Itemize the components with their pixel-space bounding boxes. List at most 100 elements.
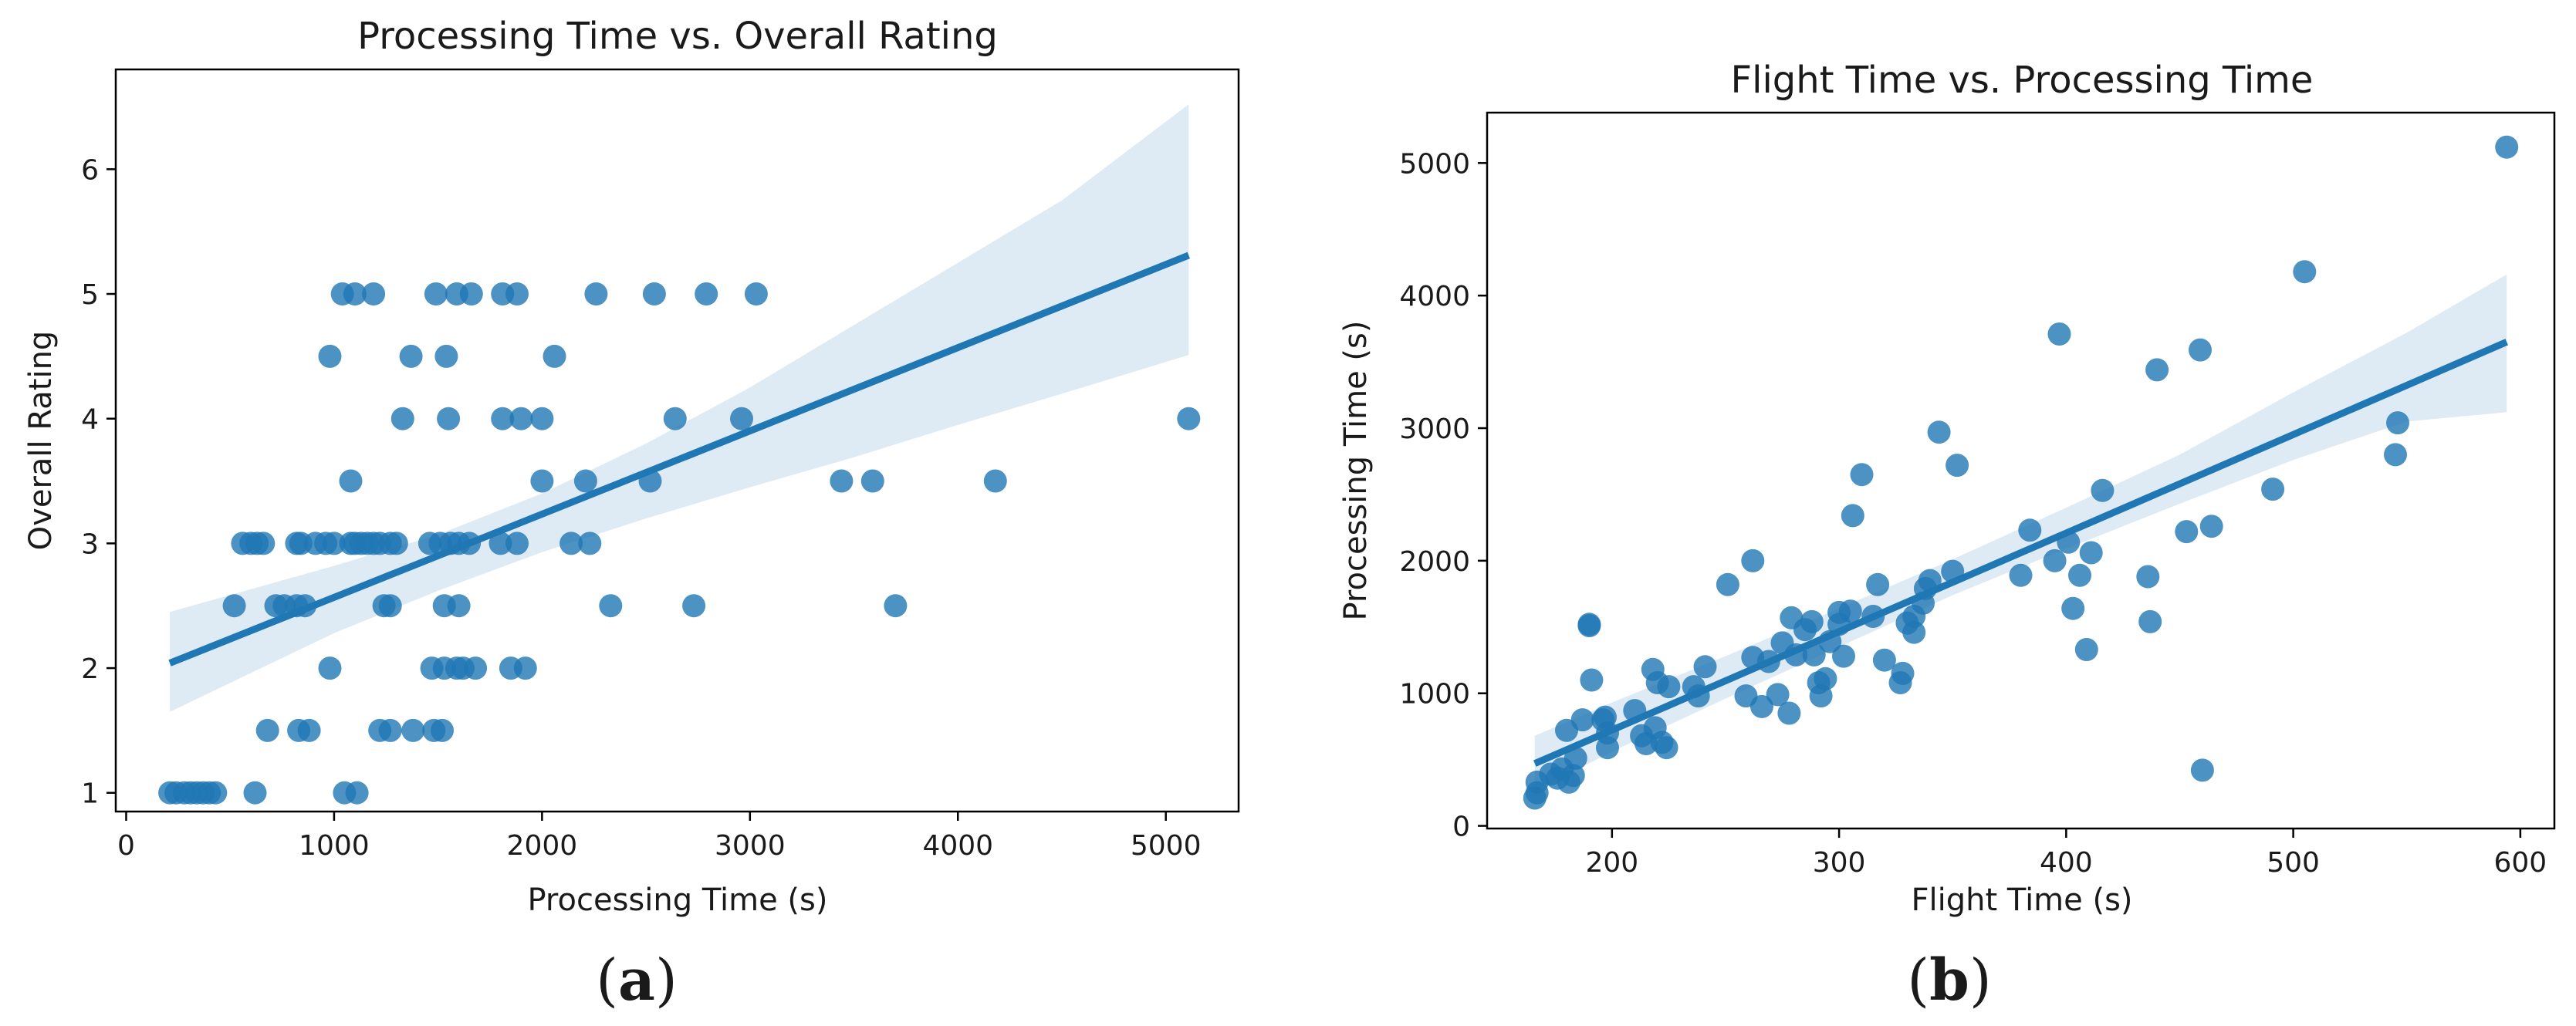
- chart-a-point: [543, 344, 566, 368]
- chart-a-x-tick-label: 1000: [299, 830, 370, 862]
- chart-a-panel-label: (a): [596, 947, 678, 1014]
- chart-b-point: [2043, 548, 2067, 572]
- chart-a-point: [578, 532, 602, 555]
- chart-b-point: [2138, 609, 2162, 633]
- chart-b-panel-label: (b): [1907, 947, 1992, 1014]
- chart-b-point: [1850, 463, 1874, 487]
- chart-a-point: [744, 282, 768, 305]
- chart-b-point: [1832, 644, 1855, 668]
- chart-b-panel-letter: b: [1929, 947, 1969, 1014]
- chart-b-point: [1561, 764, 1585, 788]
- chart-b-point: [1838, 599, 1862, 623]
- chart-a-point: [431, 718, 454, 742]
- chart-a-x-axis-label: Processing Time (s): [528, 883, 828, 918]
- chart-b-point: [1657, 675, 1681, 699]
- chart-a-point: [459, 282, 483, 305]
- chart-a-y-tick-label: 2: [81, 653, 99, 685]
- chart-b-point: [2384, 443, 2407, 467]
- chart-a-point: [318, 344, 342, 368]
- chart-b-point: [1872, 648, 1896, 672]
- chart-a-point: [505, 532, 529, 555]
- chart-a-panel-letter: a: [618, 947, 655, 1014]
- chart-b-point: [1866, 572, 1890, 596]
- chart-a-point: [464, 656, 488, 680]
- chart-a-point: [401, 718, 425, 742]
- chart-b-point: [2495, 135, 2519, 159]
- chart-b-point: [2061, 596, 2085, 620]
- chart-b-point: [1655, 736, 1678, 760]
- chart-b-y-tick-label: 0: [1452, 812, 1470, 843]
- chart-b-x-tick-label: 200: [1585, 847, 1638, 879]
- chart-a-point: [339, 469, 363, 493]
- chart-b-point: [1802, 643, 1826, 667]
- chart-a-point: [322, 532, 346, 555]
- chart-a-point: [447, 594, 471, 618]
- chart-b-x-tick-label: 400: [2040, 847, 2093, 879]
- chart-b-x-tick-label: 500: [2267, 847, 2320, 879]
- chart-b-plot-area: [1523, 135, 2519, 810]
- chart-b-x-tick-label: 600: [2494, 847, 2547, 879]
- chart-a-point: [491, 407, 515, 430]
- chart-a-x-tick-label: 0: [117, 830, 135, 862]
- chart-b-point: [2018, 518, 2042, 542]
- chart-a-point: [434, 344, 458, 368]
- chart-a-point: [530, 407, 554, 430]
- chart-a-point: [695, 282, 718, 305]
- chart-a-y-tick-label: 6: [81, 154, 99, 186]
- chart-b-y-axis-label: Processing Time (s): [1338, 321, 1374, 621]
- chart-a-point: [378, 594, 402, 618]
- chart-b-y-tick-label: 5000: [1399, 148, 1470, 180]
- chart-a-point: [399, 344, 423, 368]
- chart-b-point: [2009, 563, 2033, 587]
- chart-a-x-tick-label: 5000: [1131, 830, 1202, 862]
- chart-a-point: [243, 781, 267, 805]
- chart-b-title: Flight Time vs. Processing Time: [1731, 59, 2314, 102]
- chart-a-point: [345, 781, 369, 805]
- chart-b-point: [2293, 260, 2317, 284]
- chart-a-x-tick-label: 4000: [922, 830, 993, 862]
- chart-b-point: [2079, 541, 2103, 565]
- chart-b-point: [1577, 613, 1601, 636]
- chart-a-plot-area: [158, 104, 1201, 805]
- chart-b-point: [1946, 454, 1969, 478]
- chart-a-point: [255, 718, 279, 742]
- chart-b-y-tick-label: 4000: [1399, 281, 1470, 312]
- chart-a-point: [362, 282, 386, 305]
- chart-a-point: [530, 469, 554, 493]
- chart-a-point: [505, 282, 529, 305]
- chart-a-point: [642, 282, 666, 305]
- chart-a-y-tick-label: 4: [81, 404, 99, 436]
- chart-a-point: [437, 407, 461, 430]
- chart-b-point: [1570, 708, 1594, 732]
- chart-a-x-tick-label: 2000: [507, 830, 578, 862]
- chart-b-point: [1693, 655, 1717, 679]
- chart-b-point: [2199, 515, 2223, 538]
- chart-b-y-ticks: 0 1000 2000 3000 4000 5000: [1399, 148, 1487, 843]
- chart-a-point: [584, 282, 608, 305]
- chart-b-point: [1800, 609, 1824, 633]
- chart-a-point: [204, 781, 228, 805]
- chart-a-point: [222, 594, 246, 618]
- chart-a-point: [343, 282, 367, 305]
- chart-b-point: [1564, 746, 1587, 770]
- chart-b-y-tick-label: 2000: [1399, 546, 1470, 578]
- chart-a-x-tick-label: 3000: [715, 830, 786, 862]
- chart-a-y-tick-label: 3: [81, 528, 99, 560]
- chart-b-point: [2074, 638, 2098, 661]
- chart-b-regression-line: [1533, 339, 2508, 767]
- chart-a-point: [513, 656, 537, 680]
- chart-a-y-tick-label: 5: [81, 279, 99, 311]
- chart-a-y-ticks: 1 2 3 4 5 6: [81, 154, 116, 810]
- chart-a-point: [573, 469, 597, 493]
- chart-a-title: Processing Time vs. Overall Rating: [357, 15, 998, 58]
- chart-b-point: [2068, 563, 2091, 587]
- chart-b: Flight Time vs. Processing Time 200 300 40…: [1338, 59, 2556, 1014]
- chart-a-point: [983, 469, 1007, 493]
- chart-a-point: [252, 532, 276, 555]
- chart-a-x-ticks: 0 1000 2000 3000 4000 5000: [117, 812, 1202, 862]
- chart-b-point: [1927, 420, 1951, 444]
- chart-b-point: [1777, 701, 1801, 725]
- chart-a-point: [488, 532, 512, 555]
- chart-b-point: [2047, 322, 2071, 346]
- chart-a-point: [682, 594, 706, 618]
